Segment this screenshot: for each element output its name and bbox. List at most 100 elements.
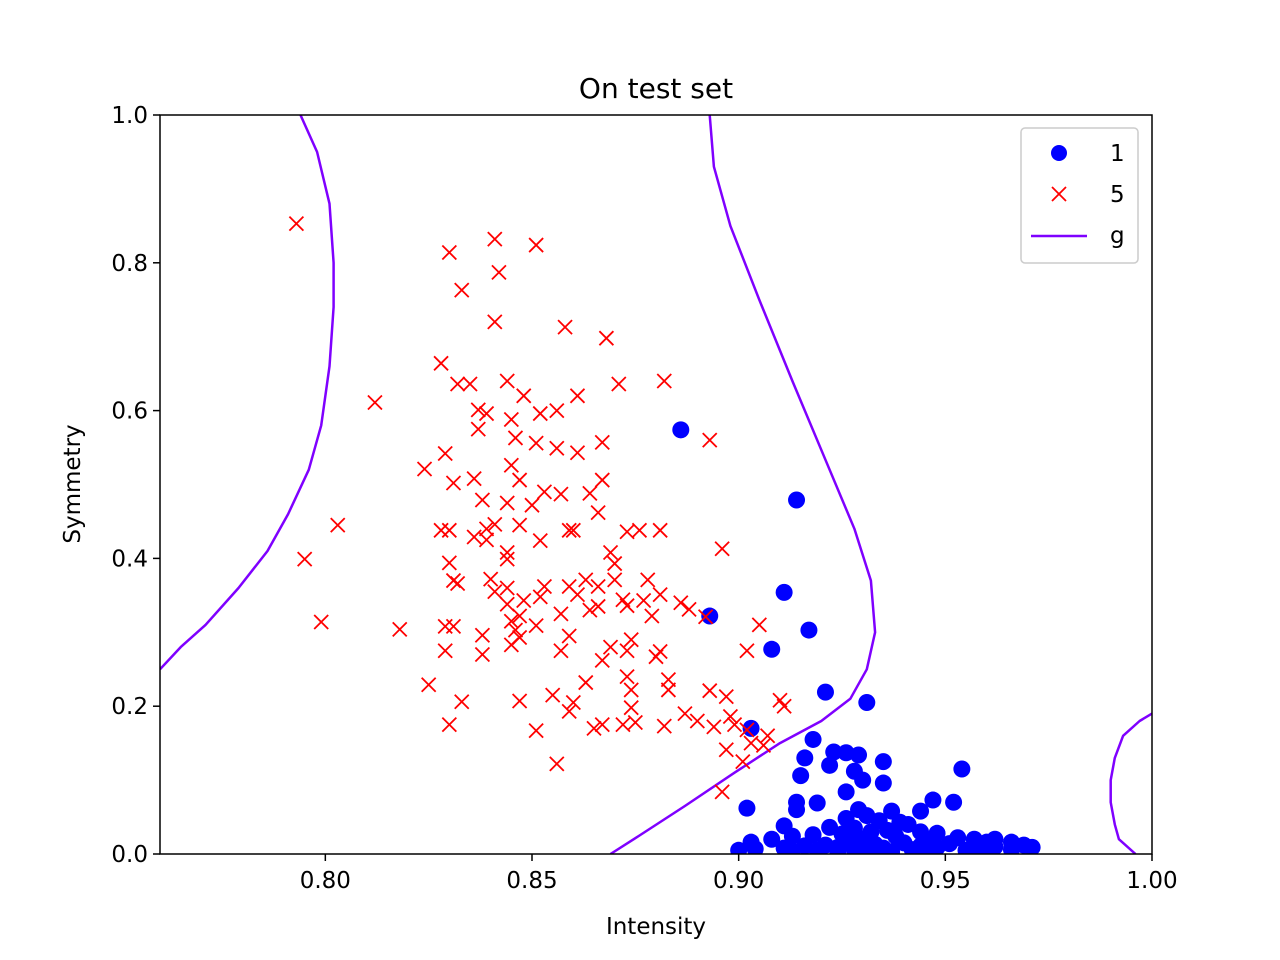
data-point-5 (553, 486, 569, 502)
data-point-5 (557, 319, 573, 335)
data-point-5 (627, 714, 643, 731)
data-point-1 (746, 840, 764, 854)
data-point-5 (619, 598, 635, 614)
data-point-5 (499, 551, 515, 567)
data-point-5 (602, 544, 619, 561)
data-point-1 (738, 799, 756, 817)
data-point-5 (433, 355, 449, 371)
data-point-5 (528, 435, 544, 451)
data-point-5 (454, 282, 470, 298)
data-point-5 (503, 613, 519, 629)
data-point-5 (499, 596, 515, 612)
data-point-1 (796, 749, 814, 767)
data-point-5 (569, 586, 586, 603)
data-point-5 (590, 504, 606, 521)
data-point-1 (957, 841, 975, 854)
data-point-5 (578, 674, 594, 691)
data-point-5 (755, 737, 772, 754)
data-point-5 (545, 687, 561, 703)
data-point-5 (487, 314, 503, 330)
data-point-1 (808, 841, 826, 854)
data-point-5 (702, 432, 718, 448)
data-point-5 (470, 402, 486, 418)
legend-label-1: 1 (1110, 141, 1125, 167)
data-point-5 (549, 402, 565, 419)
data-point-5 (441, 717, 457, 733)
data-point-5 (660, 682, 677, 698)
legend-marker-1 (1051, 145, 1067, 161)
data-point-5 (528, 618, 544, 634)
data-point-5 (619, 643, 635, 659)
x-tick-label: 1.00 (1126, 868, 1177, 894)
data-point-5 (702, 683, 718, 699)
data-point-1 (924, 791, 942, 809)
data-point-5 (623, 682, 639, 698)
plot-frame (159, 114, 1153, 855)
data-point-1 (808, 794, 826, 812)
data-point-1 (903, 841, 921, 854)
x-tick-label: 0.95 (920, 868, 971, 894)
data-point-5 (441, 244, 457, 261)
data-point-5 (499, 495, 515, 511)
data-point-5 (470, 421, 486, 437)
y-tick-label: 0.2 (111, 694, 148, 720)
data-point-5 (586, 720, 602, 737)
data-point-5 (499, 373, 515, 389)
data-point-5 (449, 376, 466, 392)
data-point-5 (528, 237, 544, 253)
data-point-1 (792, 767, 810, 785)
x-axis-label: Intensity (606, 914, 706, 940)
data-point-5 (454, 694, 470, 710)
series-1 (672, 421, 1041, 854)
data-point-5 (549, 756, 565, 772)
data-point-5 (623, 632, 639, 648)
chart-title: On test set (579, 72, 733, 105)
data-point-5 (635, 592, 652, 609)
data-point-5 (689, 713, 705, 729)
legend-label-5: 5 (1110, 182, 1125, 208)
data-point-5 (569, 388, 586, 404)
data-point-5 (644, 608, 660, 624)
plot-area (159, 114, 1153, 855)
data-point-1 (829, 843, 847, 854)
data-point-5 (594, 472, 610, 488)
data-point-5 (466, 529, 482, 545)
data-point-5 (565, 694, 581, 711)
data-point-5 (478, 532, 495, 548)
data-point-5 (536, 484, 553, 500)
data-point-5 (297, 551, 313, 567)
data-point-1 (866, 844, 884, 854)
data-point-5 (561, 522, 577, 538)
data-point-5 (578, 572, 594, 588)
data-point-5 (392, 621, 408, 637)
data-point-5 (739, 722, 755, 738)
data-point-5 (511, 608, 528, 624)
data-point-5 (743, 735, 759, 751)
legend-box (1020, 127, 1139, 264)
data-point-1 (763, 640, 781, 658)
data-point-5 (445, 475, 462, 491)
data-point-5 (594, 652, 610, 669)
data-point-5 (594, 434, 610, 451)
x-tick-label: 0.85 (506, 868, 557, 894)
data-point-5 (437, 445, 453, 462)
data-point-5 (553, 606, 569, 622)
data-point-5 (478, 405, 495, 422)
legend: 1 5 g (1020, 127, 1139, 264)
data-point-5 (656, 373, 672, 389)
data-point-5 (536, 578, 553, 595)
data-point-5 (507, 622, 524, 638)
data-point-1 (742, 719, 760, 737)
data-point-1 (788, 491, 806, 509)
data-point-5 (441, 555, 457, 571)
data-point-1 (730, 841, 748, 854)
data-point-5 (474, 492, 491, 508)
data-point-5 (313, 614, 329, 630)
y-tick-label: 0.0 (111, 842, 148, 868)
data-point-5 (640, 572, 656, 588)
data-point-5 (503, 411, 519, 428)
boundary-curve-0 (160, 115, 335, 671)
data-point-5 (474, 646, 491, 663)
series-5 (288, 215, 792, 800)
data-point-5 (706, 719, 722, 735)
